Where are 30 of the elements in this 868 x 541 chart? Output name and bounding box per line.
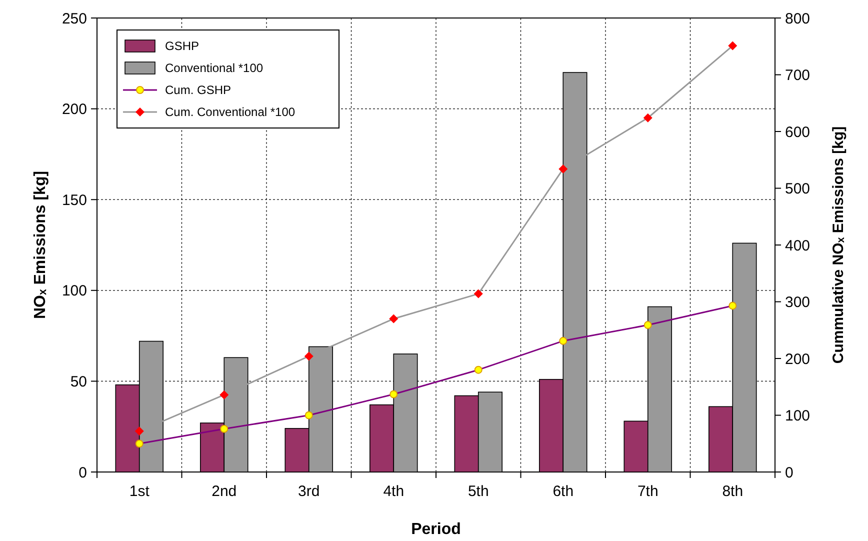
y-tick-label: 150 [62, 192, 87, 209]
y2-tick-label: 100 [785, 408, 810, 424]
y2-tick-label: 500 [785, 180, 810, 198]
y-tick-label: 200 [62, 101, 87, 118]
x-tick-label: 4th [383, 483, 404, 500]
y2-tick-label: 0 [785, 464, 794, 482]
x-tick-label: 2nd [212, 483, 237, 500]
x-tick-label: 5th [468, 483, 489, 500]
y2-tick-label: 400 [785, 237, 810, 254]
x-tick-label: 7th [637, 483, 658, 500]
legend-label: Cum. Conventional *100 [165, 105, 296, 120]
x-axis-title: Period [411, 521, 461, 538]
legend-label: GSHP [165, 39, 200, 54]
y-axis-title: NOₓ Emissions [kg] [32, 170, 49, 320]
legend-label: Conventional *100 [165, 61, 264, 76]
y2-tick-label: 700 [785, 67, 810, 84]
y2-tick-label: 600 [785, 124, 810, 141]
y2-axis-title: Cummulative NOₓ Emissions [kg] [830, 126, 847, 364]
x-tick-label: 8th [722, 483, 744, 500]
x-tick-label: 6th [552, 483, 574, 500]
x-tick-label: 3rd [298, 483, 320, 500]
y2-tick-label: 800 [785, 10, 810, 28]
x-tick-label: 1st [129, 483, 150, 500]
y-tick-label: 50 [70, 373, 87, 390]
legend-label: Cum. GSHP [165, 83, 232, 98]
y2-tick-label: 200 [785, 350, 810, 368]
y2-tick-label: 300 [785, 294, 810, 311]
y-tick-label: 250 [62, 10, 87, 28]
y-tick-label: 0 [78, 464, 87, 482]
y-tick-label: 100 [62, 282, 87, 300]
